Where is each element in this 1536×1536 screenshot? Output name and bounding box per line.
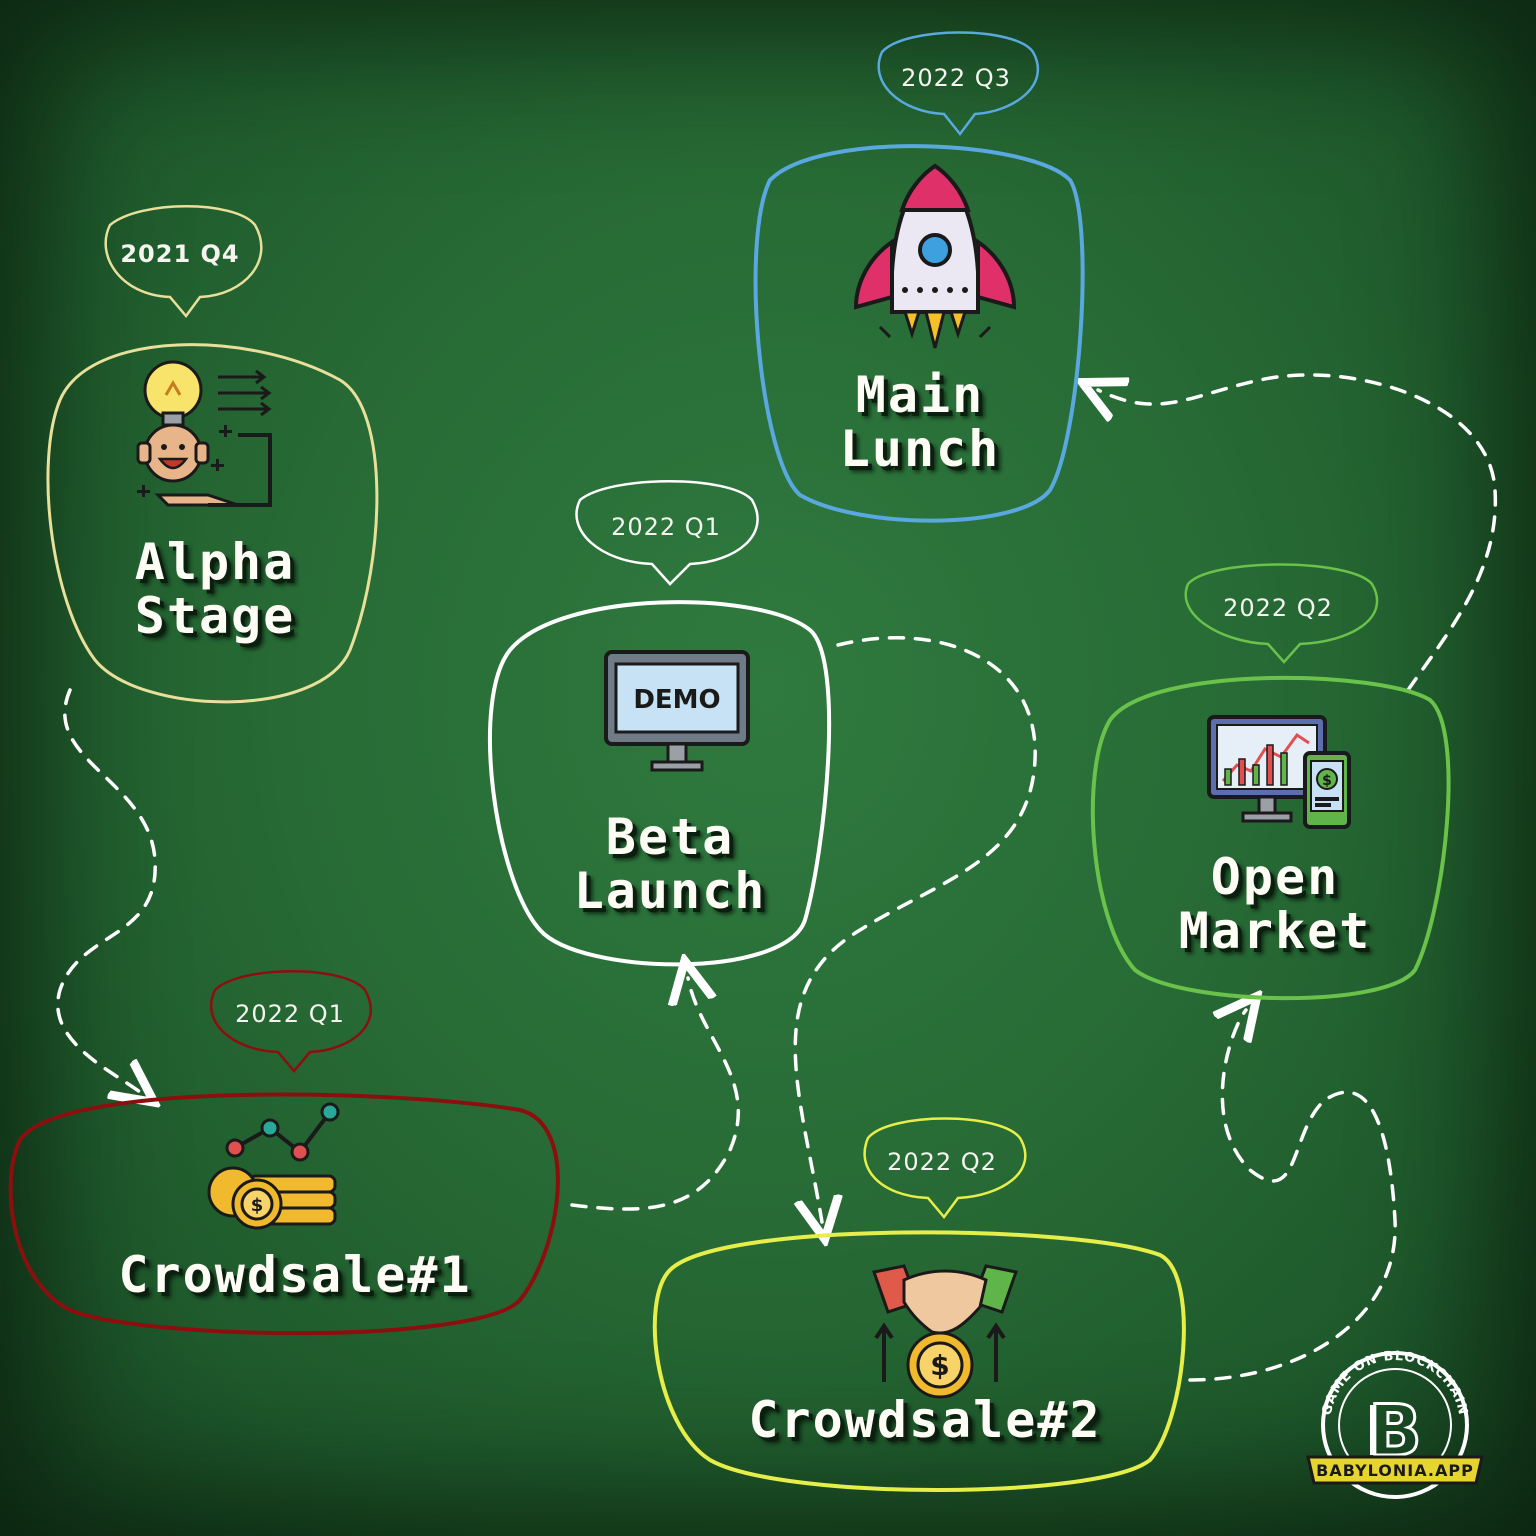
bubble-main <box>877 31 1040 137</box>
handshake-coin-icon: $ <box>872 1264 1018 1399</box>
coins-chart-icon: $ <box>207 1102 340 1230</box>
date-crowdsale2: 2022 Q2 <box>887 1148 997 1176</box>
bubble-market <box>1184 563 1379 664</box>
title-market: Open Market <box>1178 848 1372 960</box>
connector-crowdsale2-to-market <box>1188 1010 1397 1382</box>
demo-monitor-icon: DEMO <box>604 650 750 772</box>
date-main: 2022 Q3 <box>901 64 1011 92</box>
svg-text:$: $ <box>1322 773 1332 789</box>
title-main: Main Lunch <box>839 366 1001 478</box>
title-beta: Beta Launch <box>573 808 767 920</box>
connector-crowdsale1-to-beta <box>570 978 741 1211</box>
trading-chart-icon: $ <box>1207 715 1351 829</box>
idea-person-icon <box>136 360 272 507</box>
title-crowdsale2: Crowdsale#2 <box>748 1391 1102 1449</box>
stage-outline-beta <box>488 600 832 967</box>
svg-text:$: $ <box>251 1195 264 1216</box>
svg-text:$: $ <box>930 1349 949 1382</box>
rocket-icon <box>853 163 1017 349</box>
title-alpha: Alpha Stage <box>134 533 296 645</box>
stage-outline-crowdsale1 <box>8 1092 560 1336</box>
demo-label: DEMO <box>633 685 720 715</box>
date-crowdsale1: 2022 Q1 <box>235 1000 345 1028</box>
connector-market-to-main <box>1098 373 1498 692</box>
bubble-beta <box>575 480 759 586</box>
stage-outline-main <box>753 144 1085 523</box>
date-market: 2022 Q2 <box>1223 594 1333 622</box>
stage-outline-alpha <box>46 343 379 704</box>
title-crowdsale1: Crowdsale#1 <box>118 1246 472 1304</box>
connector-beta-to-crowdsale2 <box>793 636 1037 1222</box>
stage-outline-crowdsale2 <box>652 1230 1186 1492</box>
date-beta: 2022 Q1 <box>611 513 721 541</box>
stage-outline-market <box>1090 675 1451 1001</box>
bubble-crowdsale2 <box>863 1117 1027 1220</box>
date-alpha: 2021 Q4 <box>120 240 240 268</box>
connector-alpha-to-crowdsale1 <box>56 688 155 1092</box>
bubble-alpha <box>104 205 263 319</box>
logo-banner-text: BABYLONIA.APP <box>1316 1461 1474 1480</box>
bubble-crowdsale1 <box>209 970 372 1073</box>
babylonia-logo: GAME ON BLOCKCHAIN B BABYLONIA.APP <box>1306 1349 1484 1499</box>
